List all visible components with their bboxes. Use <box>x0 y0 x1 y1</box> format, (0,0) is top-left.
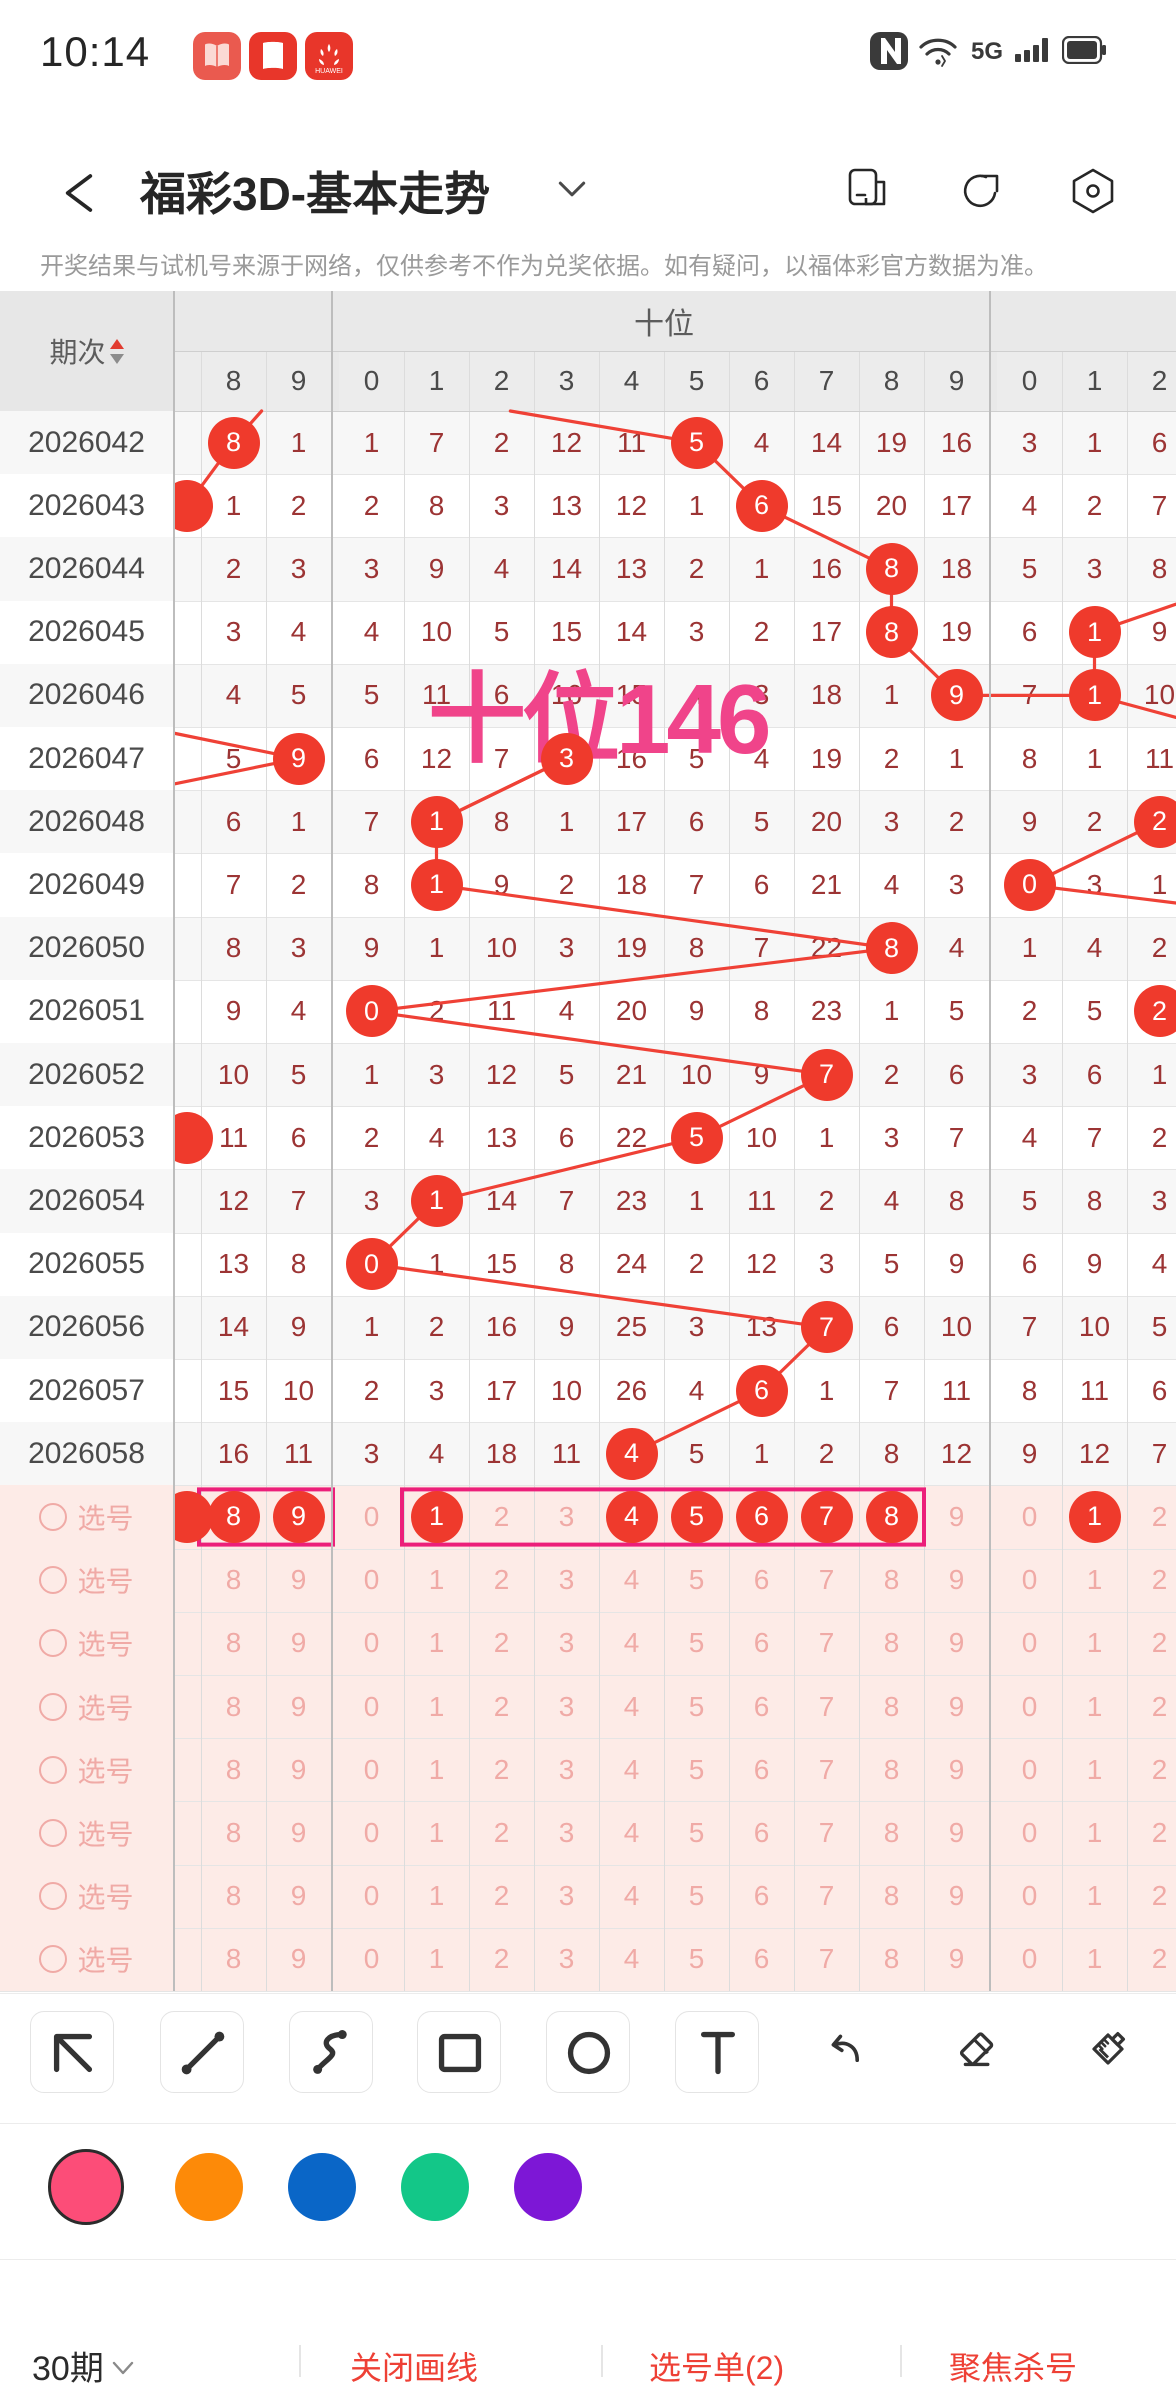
svg-text:HUAWEI: HUAWEI <box>315 68 343 75</box>
